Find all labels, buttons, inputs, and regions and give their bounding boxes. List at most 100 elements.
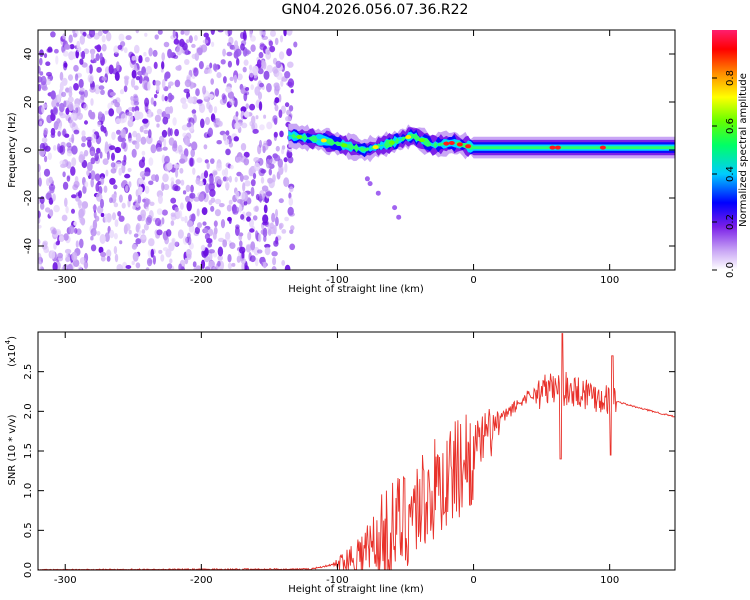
noise-blob: [98, 85, 105, 90]
band-hotspot: [554, 145, 561, 150]
noise-blob: [79, 238, 84, 249]
noise-blob: [115, 161, 122, 167]
noise-blob: [273, 224, 277, 235]
noise-blob: [143, 223, 149, 231]
x-tick-label: -200: [190, 275, 213, 286]
noise-blob: [227, 262, 232, 270]
colorbar-ticks: 0.0 0.2 0.4 0.6 0.8: [712, 70, 736, 278]
noise-blob: [89, 87, 96, 93]
noise-blob: [77, 265, 83, 270]
noise-blob: [284, 216, 289, 222]
noise-blob: [76, 228, 82, 235]
noise-blob: [85, 65, 90, 74]
noise-blob: [217, 246, 224, 257]
noise-blob: [50, 90, 56, 100]
noise-blob: [222, 176, 227, 182]
noise-blob: [124, 173, 131, 179]
noise-blob: [48, 197, 54, 205]
noise-blob: [168, 242, 175, 252]
colorbar-tick-label: 0.2: [725, 214, 736, 230]
noise-blob: [236, 255, 241, 263]
noise-blob: [227, 216, 232, 222]
noise-blob: [195, 88, 200, 97]
noise-blob: [262, 61, 267, 70]
noise-blob: [286, 81, 293, 87]
noise-blob: [148, 238, 155, 247]
noise-blob: [78, 199, 82, 209]
noise-blob: [104, 232, 110, 243]
noise-blob: [143, 129, 149, 134]
noise-blob: [220, 219, 226, 229]
noise-blob: [203, 69, 209, 75]
noise-blob: [67, 263, 73, 270]
noise-blob: [260, 176, 265, 184]
noise-blob: [62, 171, 66, 178]
noise-blob: [227, 254, 232, 263]
noise-blob: [278, 167, 284, 175]
noise-blob: [99, 52, 103, 61]
noise-blob: [154, 80, 161, 86]
noise-blob: [174, 79, 181, 88]
x-tick-label: -300: [54, 575, 77, 586]
noise-blob: [96, 147, 101, 154]
noise-blob: [224, 167, 229, 177]
noise-blob: [127, 167, 132, 173]
noise-blob: [87, 139, 92, 148]
noise-blob: [138, 177, 144, 185]
noise-blob: [106, 213, 112, 223]
noise-blob: [71, 208, 75, 214]
noise-blob: [255, 230, 259, 240]
noise-blob: [207, 242, 212, 248]
noise-blob: [161, 111, 167, 118]
noise-blob: [70, 112, 76, 121]
noise-blob: [191, 53, 197, 60]
y-tick-label: 20: [23, 96, 34, 109]
colorbar-tick-label: 0.8: [725, 70, 736, 86]
colorbar-tick-label: 0.6: [725, 118, 736, 134]
noise-blob: [137, 194, 142, 204]
noise-blob: [229, 76, 234, 82]
noise-blob: [154, 114, 161, 123]
noise-blob: [125, 35, 132, 41]
noise-blob: [245, 244, 252, 253]
noise-blob: [192, 167, 196, 175]
noise-blob: [63, 44, 71, 50]
noise-blob: [94, 173, 101, 182]
noise-blob: [45, 78, 51, 86]
noise-blob: [83, 103, 88, 111]
noise-blob: [249, 255, 256, 263]
noise-blob: [163, 183, 170, 191]
noise-blob: [259, 43, 267, 51]
noise-blob: [178, 210, 183, 219]
noise-blob: [202, 221, 207, 226]
noise-blob: [71, 145, 78, 155]
noise-blob: [110, 168, 117, 174]
band-hotspot: [448, 141, 455, 145]
noise-blob: [47, 152, 52, 160]
noise-blob: [109, 177, 116, 185]
noise-blob: [208, 104, 213, 114]
noise-blob: [45, 61, 51, 66]
noise-blob: [191, 109, 197, 114]
noise-blob: [207, 68, 213, 74]
noise-blob: [132, 130, 138, 138]
noise-blob: [235, 111, 239, 117]
noise-blob: [143, 72, 149, 78]
noise-blob: [288, 192, 292, 199]
noise-blob: [182, 190, 187, 195]
noise-blob: [39, 57, 43, 66]
noise-blob: [249, 228, 255, 233]
noise-blob: [180, 30, 185, 35]
noise-blob: [240, 87, 247, 95]
noise-blob: [90, 228, 97, 237]
noise-blob: [152, 255, 156, 265]
band-hotspot: [341, 143, 348, 148]
noise-blob: [95, 53, 100, 61]
noise-blob: [145, 267, 150, 270]
noise-blob: [111, 193, 117, 200]
noise-blob: [41, 242, 48, 250]
noise-blob: [262, 227, 268, 238]
noise-blob: [186, 39, 190, 44]
noise-blob: [116, 264, 123, 270]
noise-blob: [272, 153, 279, 159]
